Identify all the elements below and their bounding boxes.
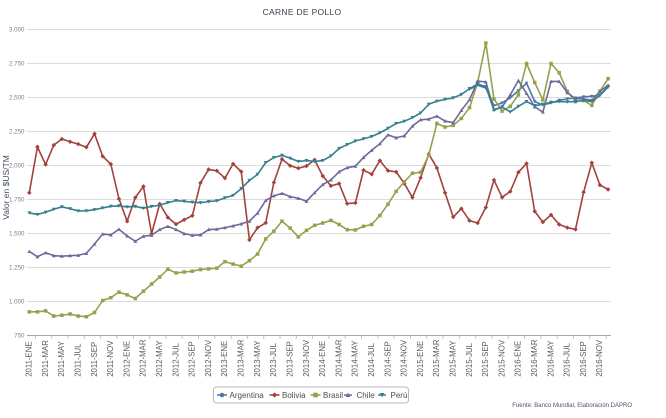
- svg-text:2015-MAR: 2015-MAR: [432, 339, 441, 377]
- svg-text:2.750: 2.750: [9, 61, 25, 68]
- svg-text:2016-JUL: 2016-JUL: [563, 342, 572, 376]
- svg-text:2016-NOV: 2016-NOV: [595, 339, 604, 377]
- svg-text:2014-MAR: 2014-MAR: [334, 339, 343, 377]
- svg-text:2011-SEP: 2011-SEP: [90, 342, 99, 377]
- svg-text:Chile: Chile: [357, 391, 376, 400]
- svg-text:2016-ENE: 2016-ENE: [514, 341, 523, 377]
- svg-text:2013-JUL: 2013-JUL: [269, 342, 278, 376]
- svg-text:2014-MAY: 2014-MAY: [351, 340, 360, 377]
- svg-text:1.500: 1.500: [9, 231, 25, 238]
- svg-text:2013-ENE: 2013-ENE: [220, 341, 229, 377]
- svg-text:2012-JUL: 2012-JUL: [171, 342, 180, 376]
- svg-text:2015-NOV: 2015-NOV: [497, 339, 506, 377]
- svg-text:2015-SEP: 2015-SEP: [481, 341, 490, 377]
- svg-text:2014-SEP: 2014-SEP: [383, 341, 392, 377]
- svg-text:2011-MAR: 2011-MAR: [41, 340, 50, 377]
- svg-text:2011-MAY: 2011-MAY: [57, 340, 66, 376]
- svg-text:2012-SEP: 2012-SEP: [188, 341, 197, 377]
- svg-text:Valor en $US/TM: Valor en $US/TM: [1, 155, 11, 220]
- svg-text:2014-JUL: 2014-JUL: [367, 342, 376, 376]
- svg-text:2013-NOV: 2013-NOV: [302, 339, 311, 377]
- svg-text:3.000: 3.000: [9, 27, 25, 34]
- svg-text:2.250: 2.250: [9, 129, 25, 136]
- svg-text:2013-MAY: 2013-MAY: [253, 340, 262, 377]
- svg-text:2012-ENE: 2012-ENE: [122, 341, 131, 377]
- svg-text:1.000: 1.000: [9, 299, 25, 306]
- svg-text:2012-MAR: 2012-MAR: [139, 339, 148, 377]
- svg-text:2011-NOV: 2011-NOV: [106, 340, 115, 377]
- svg-text:2015-MAY: 2015-MAY: [449, 340, 458, 377]
- svg-text:2011-JUL: 2011-JUL: [74, 343, 83, 377]
- svg-text:2016-SEP: 2016-SEP: [579, 341, 588, 377]
- svg-text:750: 750: [14, 333, 25, 340]
- svg-text:1.750: 1.750: [9, 197, 25, 204]
- svg-text:2013-SEP: 2013-SEP: [285, 341, 294, 377]
- svg-text:CARNE DE POLLO: CARNE DE POLLO: [263, 7, 342, 17]
- svg-text:2.000: 2.000: [9, 163, 25, 170]
- svg-text:1.250: 1.250: [9, 265, 25, 272]
- svg-text:2015-JUL: 2015-JUL: [465, 342, 474, 376]
- svg-text:2012-NOV: 2012-NOV: [204, 339, 213, 377]
- svg-text:Argentina: Argentina: [230, 391, 265, 400]
- svg-text:Bolivia: Bolivia: [282, 391, 306, 400]
- svg-text:Perú: Perú: [391, 391, 408, 400]
- svg-text:Brasil: Brasil: [323, 391, 343, 400]
- svg-text:Fuente: Banco Mundial, Elabora: Fuente: Banco Mundial, Elaboración DAPRO: [512, 403, 632, 409]
- svg-text:2.500: 2.500: [9, 95, 25, 102]
- svg-text:2014-NOV: 2014-NOV: [400, 339, 409, 377]
- svg-text:2011-ENE: 2011-ENE: [25, 341, 34, 376]
- svg-text:2016-MAR: 2016-MAR: [530, 339, 539, 377]
- svg-text:2014-ENE: 2014-ENE: [318, 341, 327, 377]
- svg-text:2013-MAR: 2013-MAR: [237, 339, 246, 377]
- svg-text:2016-MAY: 2016-MAY: [546, 340, 555, 377]
- svg-text:2012-MAY: 2012-MAY: [155, 340, 164, 377]
- svg-text:2015-ENE: 2015-ENE: [416, 341, 425, 377]
